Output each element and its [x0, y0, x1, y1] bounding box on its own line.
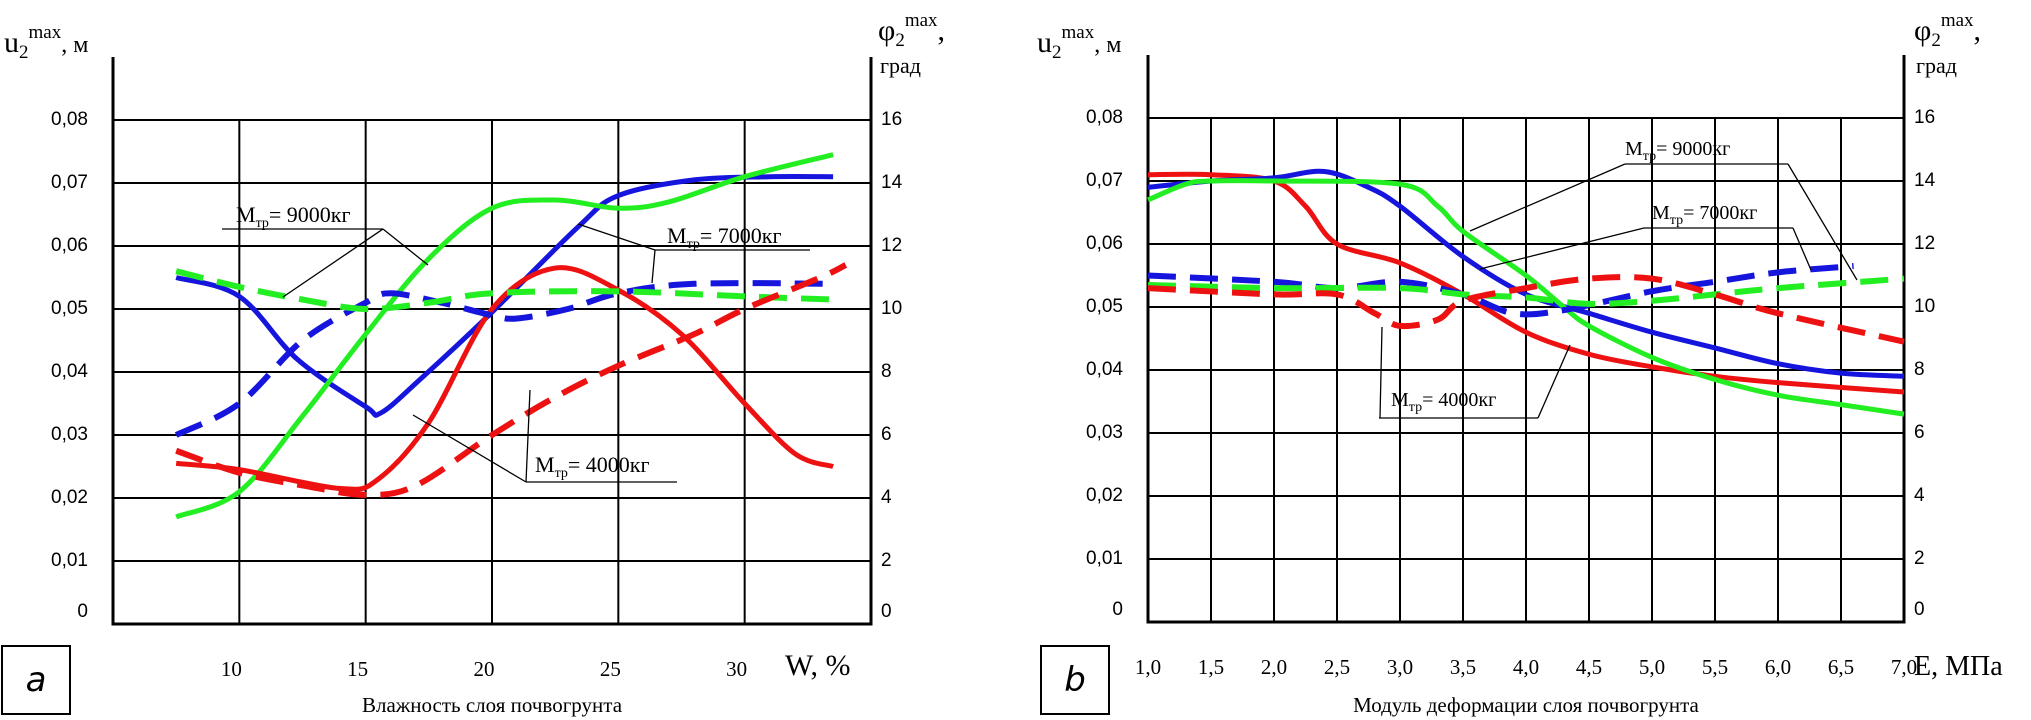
- series-green-dashed: [1147, 275, 1905, 307]
- x-tick-label: 30: [726, 657, 747, 681]
- series-green-dashed: [175, 268, 834, 313]
- x-tick-label: 15: [347, 657, 368, 681]
- y-tick-label-left: 0,04: [51, 361, 88, 382]
- y-tick-label-left: 0,05: [51, 298, 88, 319]
- chart-b-x-axis-label: E, МПа: [1914, 651, 2003, 682]
- series-blue-dashed: [174, 280, 834, 438]
- chart-a-annotation-4000-label: Mтр= 4000кг: [535, 452, 649, 481]
- y-tick-label-right: 16: [1914, 107, 1935, 128]
- chart-a-series: [174, 152, 848, 520]
- series-green-solid: [1147, 178, 1905, 417]
- series-red-solid: [175, 265, 834, 492]
- chart-a-annotation-7000: [577, 223, 810, 284]
- chart-b-annotation-4000: [1379, 326, 1571, 419]
- y-tick-label-right: 8: [881, 361, 892, 382]
- chart-b-annotation-7000: [1479, 227, 1812, 271]
- y-tick-label-left: 0,05: [1086, 296, 1123, 317]
- x-tick-label: 7,0: [1891, 655, 1917, 679]
- y-tick-label-right: 4: [881, 487, 892, 508]
- chart-a-right-axis-unit: град: [880, 53, 921, 78]
- y-tick-label-left: 0: [1112, 599, 1123, 620]
- y-tick-label-right: 6: [881, 424, 892, 445]
- x-tick-label: 4,0: [1513, 655, 1539, 679]
- chart-b-right-axis-title: φ2max,: [1914, 10, 1981, 51]
- chart-b-annotation-4000-label: Mтр= 4000кг: [1391, 389, 1496, 415]
- y-tick-label-right: 8: [1914, 359, 1925, 380]
- chart-b-left-axis-title: u2max, м: [1037, 22, 1121, 63]
- x-tick-label: 3,0: [1387, 655, 1413, 679]
- chart-a-annotation-7000-label: Mтр= 7000кг: [667, 223, 781, 252]
- x-tick-label: 1,0: [1135, 655, 1161, 679]
- series-blue-dashed: [1147, 263, 1854, 318]
- y-tick-label-left: 0,06: [1086, 233, 1123, 254]
- x-tick-label: 1,5: [1198, 655, 1224, 679]
- y-tick-label-left: 0,02: [1086, 485, 1123, 506]
- y-tick-label-right: 0: [1914, 599, 1925, 620]
- y-tick-label-right: 6: [1914, 422, 1925, 443]
- y-tick-label-right: 10: [881, 298, 902, 319]
- chart-a-x-axis-label: W, %: [785, 649, 851, 682]
- y-tick-label-left: 0,03: [51, 424, 88, 445]
- chart-a-annotation-4000: [412, 389, 677, 483]
- x-tick-label: 25: [600, 657, 621, 681]
- y-tick-label-left: 0,06: [51, 235, 88, 256]
- chart-b-annotation-7000-label: Mтр= 7000кг: [1652, 202, 1757, 228]
- x-tick-label: 5,0: [1639, 655, 1665, 679]
- y-tick-label-left: 0,01: [51, 550, 88, 571]
- x-tick-label: 20: [474, 657, 495, 681]
- panel-label-b: b: [1040, 645, 1110, 715]
- y-tick-label-right: 0: [881, 601, 892, 622]
- series-blue-solid: [175, 173, 834, 418]
- y-tick-label-left: 0: [77, 601, 88, 622]
- chart-a-annotation-9000-label: Mтр= 9000кг: [236, 202, 350, 231]
- series-red-dashed: [1147, 274, 1905, 345]
- x-tick-label: 2,5: [1324, 655, 1350, 679]
- x-tick-label: 4,5: [1576, 655, 1602, 679]
- chart-a-annotation-9000: [222, 228, 429, 298]
- chart-a-x-title: Влажность слоя почвогрунта: [362, 693, 623, 717]
- y-tick-label-right: 12: [881, 235, 902, 256]
- y-tick-label-left: 0,04: [1086, 359, 1123, 380]
- chart-b-series: [1147, 168, 1905, 417]
- chart-b-grid: [1146, 55, 1906, 624]
- chart-a-grid: [111, 57, 873, 626]
- y-tick-label-left: 0,07: [1086, 170, 1123, 191]
- x-tick-label: 10: [221, 657, 242, 681]
- y-tick-label-right: 14: [1914, 170, 1936, 191]
- chart-b-ticks: 0 0 0,01 2 0,02 4 0,03 6 0,04 8 0,05 10 0,06 12 0,07 14…: [1086, 107, 1936, 679]
- chart-a-ticks: 0 0 0,01 2 0,02 4 0,03 6 0,04 8 0,05 10 0,06 12 0,07 14…: [51, 109, 903, 681]
- x-tick-label: 6,5: [1828, 655, 1854, 679]
- series-green-solid: [175, 152, 834, 520]
- y-tick-label-right: 2: [1914, 548, 1925, 569]
- y-tick-label-right: 2: [881, 550, 892, 571]
- chart-b-annotation-9000-label: Mтр= 9000кг: [1625, 138, 1730, 164]
- chart-b-right-axis-unit: град: [1916, 53, 1957, 78]
- chart-a-right-axis-title: φ2max,: [878, 10, 945, 51]
- y-tick-label-left: 0,01: [1086, 548, 1123, 569]
- y-tick-label-left: 0,03: [1086, 422, 1123, 443]
- panel-label-a: a: [1, 645, 71, 715]
- x-tick-label: 3,5: [1450, 655, 1476, 679]
- y-tick-label-right: 4: [1914, 485, 1925, 506]
- y-tick-label-left: 0,07: [51, 172, 88, 193]
- y-tick-label-left: 0,02: [51, 487, 88, 508]
- chart-a-left-axis-title: u2max, м: [4, 22, 88, 63]
- y-tick-label-right: 14: [881, 172, 903, 193]
- y-tick-label-left: 0,08: [51, 109, 88, 130]
- chart-b-annotation-9000: [1469, 163, 1858, 281]
- x-tick-label: 6,0: [1765, 655, 1791, 679]
- y-tick-label-right: 12: [1914, 233, 1935, 254]
- x-tick-label: 2,0: [1261, 655, 1287, 679]
- series-blue-solid: [1147, 168, 1905, 379]
- x-tick-label: 5,5: [1702, 655, 1728, 679]
- y-tick-label-right: 16: [881, 109, 902, 130]
- y-tick-label-right: 10: [1914, 296, 1935, 317]
- y-tick-label-left: 0,08: [1086, 107, 1123, 128]
- chart-b-x-title: Модуль деформации слоя почвогрунта: [1353, 693, 1699, 717]
